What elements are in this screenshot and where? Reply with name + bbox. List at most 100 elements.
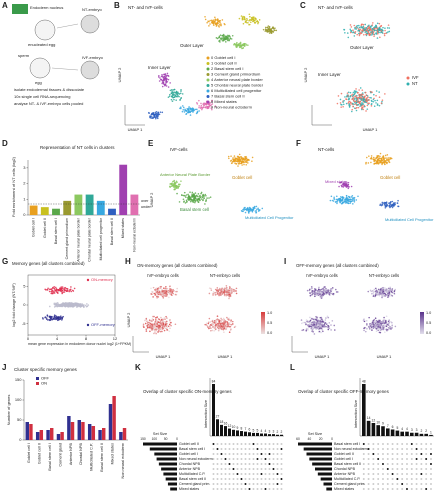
umap-point [350, 101, 352, 104]
umap-point [340, 181, 342, 184]
matrix-dot [212, 458, 215, 460]
umap-point [219, 19, 222, 22]
matrix-dot [420, 468, 423, 470]
matrix-dot [248, 483, 251, 485]
bar-label: 3 [269, 430, 271, 434]
umap-point [387, 24, 390, 26]
umap-point [357, 24, 360, 27]
umap-point [48, 305, 51, 308]
umap-point [205, 323, 208, 326]
bar [224, 426, 227, 436]
umap-point [347, 195, 350, 198]
umap-point [184, 109, 186, 111]
umap-point [206, 197, 208, 199]
umap-point [328, 291, 331, 294]
panel-letter: I [284, 257, 286, 266]
umap-point [231, 291, 234, 293]
matrix-dot [240, 483, 243, 485]
umap-point [61, 317, 63, 320]
x-tick-label: Multiciliated C.P. [90, 443, 94, 471]
matrix-dot [252, 453, 255, 455]
umap-point [305, 327, 308, 330]
umap-point [210, 324, 212, 326]
umap-point [361, 89, 364, 91]
umap-point [332, 292, 335, 295]
label: analyse NT- & IVF-embryo cells pooled [14, 101, 83, 106]
bar-label: 10 [376, 421, 380, 425]
umap-point [320, 317, 323, 320]
umap-point [344, 182, 347, 185]
umap-point [219, 322, 222, 325]
umap-point [183, 191, 186, 194]
matrix-dot [386, 463, 389, 465]
umap-point [177, 92, 180, 95]
bar-label: 2 [425, 429, 427, 433]
umap-point [379, 319, 381, 322]
matrix-dot [405, 478, 408, 480]
umap-point [151, 117, 154, 119]
umap-point [152, 113, 155, 115]
umap-point [376, 22, 379, 25]
umap-point [313, 295, 316, 298]
umap-point [375, 292, 378, 294]
umap-point [240, 15, 243, 17]
matrix-dot [244, 463, 247, 465]
umap-point [353, 107, 356, 109]
panel-letter: L [290, 363, 295, 372]
matrix-dot [216, 478, 219, 480]
matrix-dot [420, 443, 423, 445]
y-tick-label: 50 [17, 417, 22, 422]
label: egg [35, 80, 42, 85]
umap-point [356, 98, 358, 100]
panel-letter: E [148, 139, 154, 148]
label: NT- and IVF-cells [128, 5, 164, 10]
y-tick-label: 3 [23, 165, 26, 170]
umap-point [150, 293, 152, 295]
umap-point [394, 202, 396, 204]
umap-point [378, 96, 381, 98]
matrix-dot [220, 458, 223, 460]
umap-point [202, 199, 204, 202]
umap-point [61, 286, 64, 288]
umap-point [371, 326, 374, 329]
legend-label: 8 Mixed states [211, 99, 237, 104]
umap-point [245, 44, 248, 46]
umap-point [192, 108, 195, 110]
bar [70, 422, 75, 440]
umap-point [342, 105, 344, 108]
umap-point [304, 321, 306, 324]
umap-point [174, 94, 176, 97]
x-tick-label: Goblet cell II [43, 218, 47, 238]
set-bar [156, 457, 177, 461]
matrix-dot [272, 473, 275, 475]
bar [248, 432, 251, 436]
umap-point [55, 317, 57, 320]
umap-point [358, 89, 360, 91]
umap-point [357, 92, 359, 94]
matrix-dot [272, 448, 275, 450]
umap-point [347, 91, 350, 94]
legend-swatch [206, 56, 210, 60]
matrix-dot [367, 448, 370, 450]
umap-point [169, 288, 172, 290]
umap-point [378, 159, 381, 162]
matrix-dot [232, 453, 235, 455]
x-tick-label: Chordal neural plate border [88, 217, 92, 262]
umap-point [389, 327, 391, 330]
umap-point [325, 287, 327, 290]
umap-point [51, 318, 54, 321]
umap-point [352, 29, 354, 32]
x-tick-label: Anterior NPB [69, 443, 73, 466]
matrix-dot [220, 448, 223, 450]
umap-point [228, 331, 231, 334]
umap-point [389, 157, 392, 159]
umap-point [226, 316, 228, 319]
umap-point [350, 185, 353, 188]
umap-point [368, 102, 370, 105]
umap-point [369, 96, 371, 99]
umap-point [391, 206, 394, 209]
umap-point [218, 36, 221, 39]
umap-point [340, 106, 342, 108]
matrix-dot [216, 473, 219, 475]
matrix-dot [401, 473, 404, 475]
